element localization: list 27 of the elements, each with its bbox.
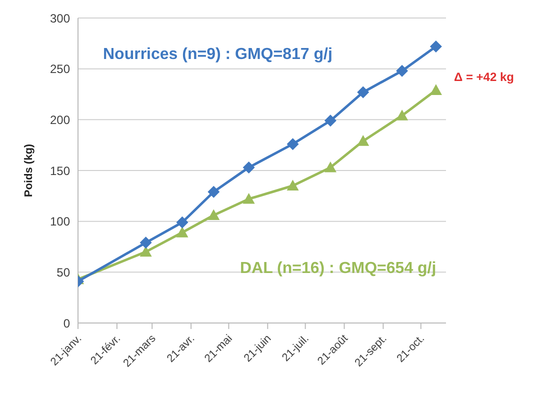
text: DAL (n=16) : GMQ=654 g/j [240,260,436,278]
point [324,161,336,172]
point [176,226,188,238]
point [357,135,370,146]
y-tick-label: 250 [50,62,70,76]
point [286,138,299,150]
y-tick-label: 300 [50,11,70,26]
point [140,236,152,249]
point [242,161,255,174]
y-tick-label: 100 [50,214,70,229]
y-tick-label: 0 [63,316,70,330]
point [396,110,408,120]
point [324,114,336,127]
y-tick-label: 150 [50,164,70,178]
y-tick-label: 50 [56,265,70,280]
point [208,209,220,220]
y-axis-title: Poids (kg) [22,144,35,198]
point [396,64,408,77]
point [430,40,442,52]
y-tick-label: 200 [50,112,70,127]
text: Δ = +42 kg [454,70,514,84]
point [208,186,220,198]
text: Nourrices (n=9) : GMQ=817 g/j [103,46,332,64]
point [176,216,188,228]
point [242,192,255,204]
point [286,180,299,191]
point [357,86,370,98]
